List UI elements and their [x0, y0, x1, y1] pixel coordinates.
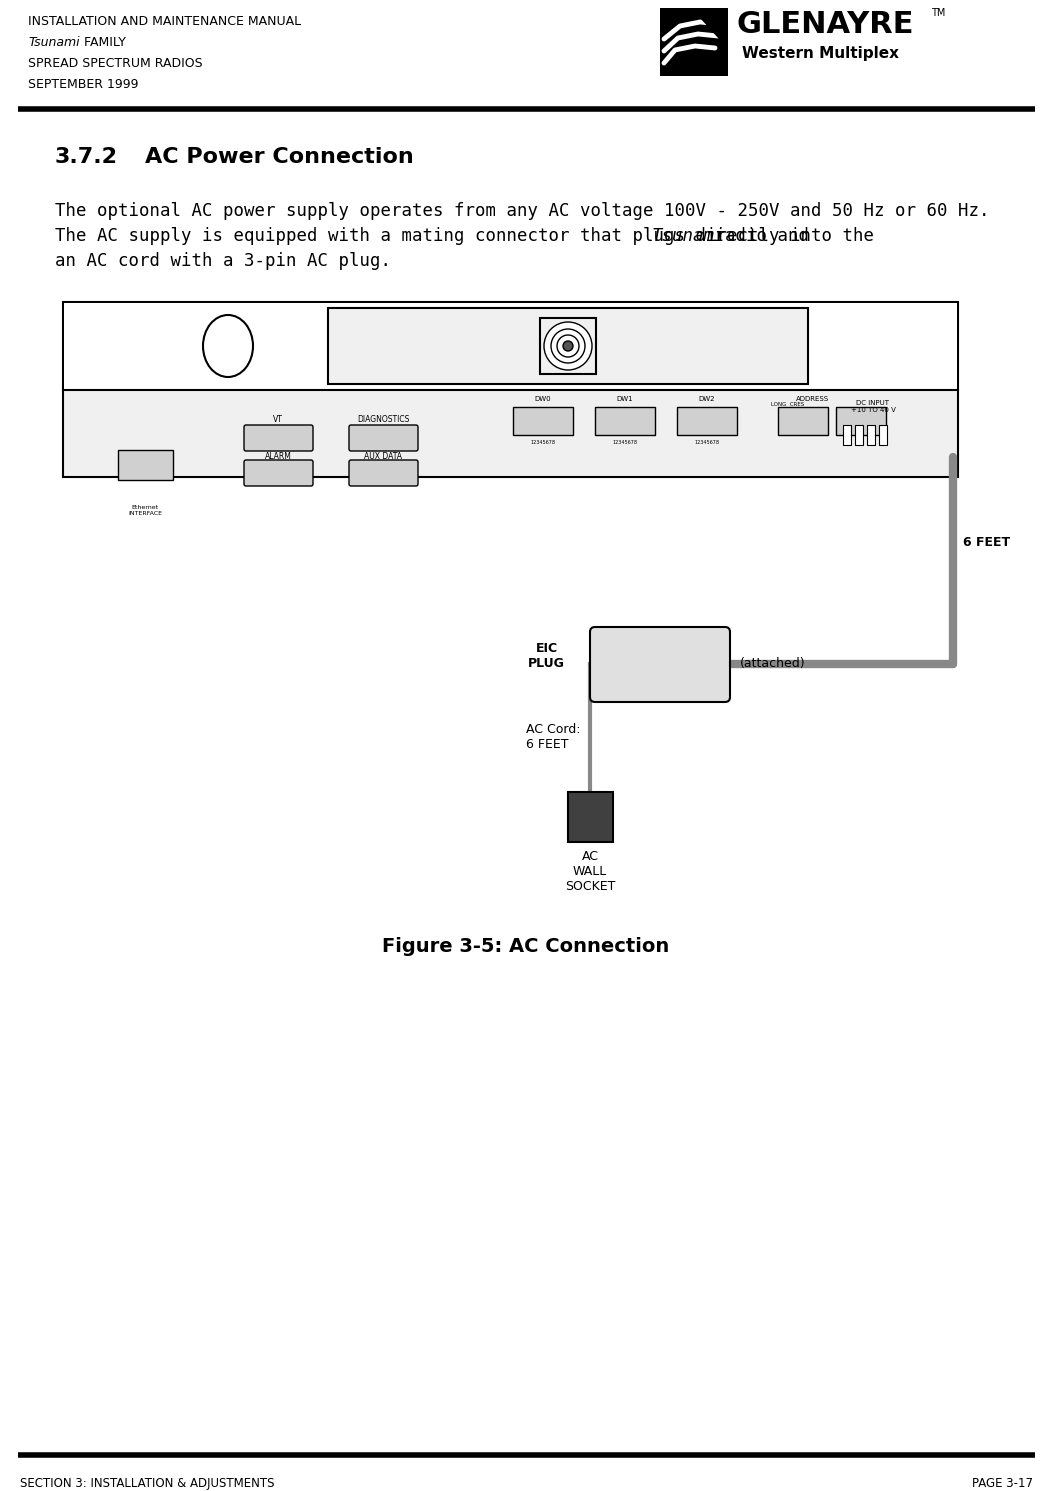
Text: POWER
SUPPLY: POWER SUPPLY [631, 649, 690, 678]
Text: Tsunami: Tsunami [28, 36, 80, 49]
Text: AUX DATA: AUX DATA [364, 452, 402, 461]
Text: DW1: DW1 [617, 397, 633, 403]
Text: DW2: DW2 [699, 397, 715, 403]
Text: The AC supply is equipped with a mating connector that plugs directly into the: The AC supply is equipped with a mating … [55, 227, 885, 245]
Text: an AC cord with a 3-pin AC plug.: an AC cord with a 3-pin AC plug. [55, 252, 391, 270]
Circle shape [544, 322, 592, 370]
Text: FAMILY: FAMILY [80, 36, 126, 49]
Text: VT: VT [273, 414, 283, 423]
Text: 12345678: 12345678 [613, 440, 637, 444]
Bar [867, 425, 875, 444]
Bar [778, 407, 828, 435]
Text: PAGE 3-17: PAGE 3-17 [972, 1478, 1033, 1490]
Circle shape [563, 341, 573, 350]
FancyBboxPatch shape [590, 628, 730, 702]
Text: ADDRESS: ADDRESS [796, 397, 830, 403]
Circle shape [551, 330, 585, 362]
Text: SEPTEMBER 1999: SEPTEMBER 1999 [28, 78, 139, 91]
Text: Ethernet
INTERFACE: Ethernet INTERFACE [128, 505, 162, 516]
Text: ALARM: ALARM [264, 452, 292, 461]
Text: DIAGNOSTICS: DIAGNOSTICS [357, 414, 410, 423]
Bar [64, 303, 957, 391]
Bar [327, 309, 808, 385]
FancyBboxPatch shape [349, 425, 418, 450]
Text: INSTALLATION AND MAINTENANCE MANUAL: INSTALLATION AND MAINTENANCE MANUAL [28, 15, 301, 28]
Text: radio and: radio and [704, 227, 810, 245]
Text: DC INPUT
+10 TO 40 V: DC INPUT +10 TO 40 V [851, 400, 895, 413]
Text: TM: TM [931, 7, 946, 18]
Ellipse shape [203, 315, 253, 377]
Bar [540, 318, 596, 374]
Text: Tsunami: Tsunami [652, 227, 724, 245]
Text: GLENAYRE: GLENAYRE [736, 10, 914, 39]
Text: Figure 3-5: AC Connection: Figure 3-5: AC Connection [382, 936, 670, 956]
Bar [677, 407, 737, 435]
Text: DW0: DW0 [535, 397, 552, 403]
Text: LONG  CRES: LONG CRES [772, 403, 804, 407]
Text: SECTION 3: INSTALLATION & ADJUSTMENTS: SECTION 3: INSTALLATION & ADJUSTMENTS [20, 1478, 275, 1490]
Bar [879, 425, 887, 444]
Bar [595, 407, 655, 435]
FancyBboxPatch shape [244, 461, 313, 486]
Bar [855, 425, 863, 444]
Bar [843, 425, 851, 444]
Text: Western Multiplex: Western Multiplex [742, 46, 899, 61]
Text: SPREAD SPECTRUM RADIOS: SPREAD SPECTRUM RADIOS [28, 57, 202, 70]
FancyBboxPatch shape [244, 425, 313, 450]
Text: AC Power Connection: AC Power Connection [145, 148, 414, 167]
Text: AC Cord:
6 FEET: AC Cord: 6 FEET [525, 723, 580, 751]
Polygon shape [691, 7, 728, 49]
Bar [568, 792, 613, 842]
Text: (attached): (attached) [740, 658, 806, 671]
Bar [118, 450, 173, 480]
Bar [660, 7, 728, 76]
Text: 6 FEET: 6 FEET [963, 535, 1010, 549]
Text: 12345678: 12345678 [695, 440, 719, 444]
Circle shape [557, 335, 579, 356]
Text: AC
WALL
SOCKET: AC WALL SOCKET [564, 850, 615, 893]
Text: EIC
PLUG: EIC PLUG [529, 643, 565, 669]
Text: 3.7.2: 3.7.2 [55, 148, 118, 167]
Text: The optional AC power supply operates from any AC voltage 100V - 250V and 50 Hz : The optional AC power supply operates fr… [55, 201, 990, 221]
Bar [513, 407, 573, 435]
Bar [836, 407, 886, 435]
Text: 12345678: 12345678 [531, 440, 556, 444]
FancyBboxPatch shape [349, 461, 418, 486]
Bar [63, 303, 958, 477]
